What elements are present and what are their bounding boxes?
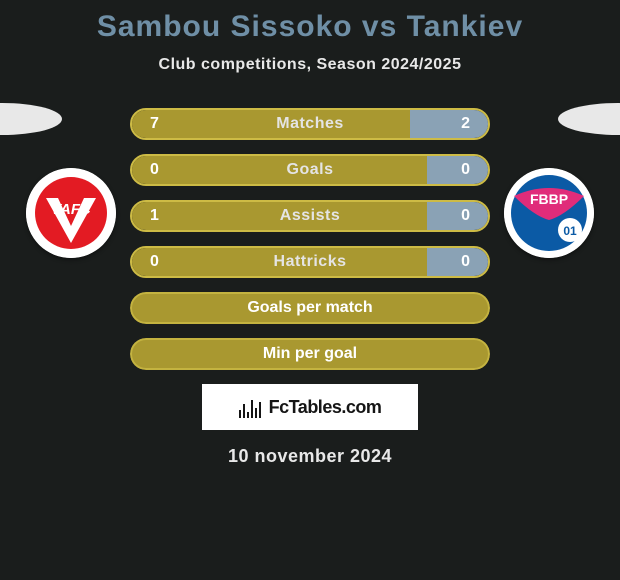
stat-value-left: 0 [132,248,427,276]
stat-bars: 72Matches 00Goals 10Assists 00Hattricks Goal… [130,108,490,370]
comparison-content: VAFC FBBP 01 72Matches00Goals10Assists00… [0,108,620,370]
stat-value-left: 7 [132,110,410,138]
stat-value-right: 0 [427,202,488,230]
stat-row-goals-per-match: Goals per match [130,292,490,324]
stat-row-hattricks: 00Hattricks [130,246,490,278]
svg-text:FBBP: FBBP [530,191,568,207]
svg-text:01: 01 [563,224,577,238]
stat-value-right: 2 [410,110,488,138]
fbbp-logo-icon: FBBP 01 [504,168,594,258]
stat-row-matches: 72Matches [130,108,490,140]
stat-label: Min per goal [130,338,490,370]
player-photo-left-placeholder [0,103,62,135]
club-badge-right: FBBP 01 [504,168,594,258]
stat-value-right: 0 [427,248,488,276]
bar-chart-icon [239,396,261,418]
stat-row-assists: 10Assists [130,200,490,232]
stat-row-goals: 00Goals [130,154,490,186]
vafc-logo-icon: VAFC [26,168,116,258]
subtitle: Club competitions, Season 2024/2025 [0,56,620,74]
branding-text: FcTables.com [269,397,382,418]
stat-row-min-per-goal: Min per goal [130,338,490,370]
svg-text:VAFC: VAFC [51,201,92,218]
stat-label: Goals per match [130,292,490,324]
stat-value-right: 0 [427,156,488,184]
branding-banner: FcTables.com [202,384,418,430]
stat-value-left: 1 [132,202,427,230]
page-title: Sambou Sissoko vs Tankiev [0,0,620,44]
club-badge-left: VAFC [26,168,116,258]
player-photo-right-placeholder [558,103,620,135]
snapshot-date: 10 november 2024 [0,446,620,467]
stat-value-left: 0 [132,156,427,184]
